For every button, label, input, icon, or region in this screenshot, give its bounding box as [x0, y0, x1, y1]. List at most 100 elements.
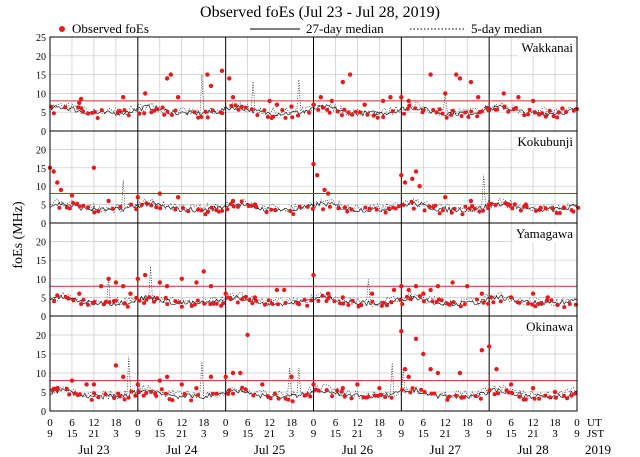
observed-point: [165, 302, 170, 307]
observed-point: [262, 108, 267, 113]
observed-point: [527, 107, 532, 112]
jst-tick-label: 3: [377, 428, 383, 440]
observed-point: [510, 391, 515, 395]
jst-label: JST: [587, 428, 604, 440]
observed-point: [64, 386, 69, 391]
observed-point: [411, 206, 416, 211]
observed-point: [487, 344, 492, 349]
observed-point: [266, 298, 271, 303]
observed-point: [410, 176, 415, 181]
observed-point: [475, 297, 479, 302]
ut-tick-label: 18: [286, 417, 298, 429]
station-name: Okinawa: [526, 319, 573, 334]
observed-point: [273, 207, 278, 212]
observed-point: [76, 105, 81, 110]
ut-tick-label: 12: [176, 417, 187, 429]
observed-point: [55, 386, 60, 391]
observed-point: [443, 195, 448, 200]
observed-point: [468, 198, 474, 204]
observed-point: [432, 391, 437, 396]
observed-point: [297, 204, 302, 209]
observed-point: [203, 212, 208, 217]
observed-point: [81, 297, 86, 302]
observed-point: [92, 391, 96, 396]
observed-point: [208, 302, 213, 307]
observed-point: [164, 284, 170, 289]
observed-point: [454, 393, 459, 398]
observed-point: [447, 394, 452, 399]
observed-point: [267, 98, 272, 104]
observed-point: [429, 391, 434, 396]
observed-point: [357, 110, 362, 115]
observed-point: [196, 393, 201, 397]
ut-tick-label: 6: [333, 417, 339, 429]
observed-point: [199, 115, 204, 119]
observed-point: [149, 389, 154, 394]
y-tick-label: 15: [36, 350, 46, 361]
station-name-bg: [514, 133, 577, 150]
observed-point: [379, 303, 384, 308]
observed-point: [239, 104, 244, 109]
observed-point: [77, 291, 82, 296]
observed-point: [121, 284, 126, 289]
observed-point: [322, 187, 327, 193]
observed-point: [96, 395, 101, 400]
observed-point: [342, 107, 347, 112]
observed-point: [492, 392, 497, 397]
observed-point: [240, 297, 245, 302]
observed-point: [562, 205, 566, 210]
observed-point: [147, 295, 152, 300]
observed-point: [410, 386, 415, 391]
observed-point: [149, 203, 154, 208]
observed-point: [103, 299, 108, 304]
jst-tick-label: 21: [352, 428, 363, 440]
legend-label-5day: 5-day median: [471, 21, 543, 36]
ut-tick-label: 0: [486, 417, 492, 429]
observed-point: [543, 393, 548, 398]
observed-point: [450, 108, 455, 113]
observed-point: [496, 391, 501, 396]
observed-point: [338, 301, 342, 306]
observed-point: [221, 301, 226, 306]
observed-point: [210, 391, 215, 396]
observed-point: [339, 389, 344, 394]
y-tick-label: 10: [36, 275, 46, 286]
observed-point: [142, 301, 147, 305]
observed-point: [539, 301, 544, 306]
observed-point: [283, 115, 288, 120]
observed-point: [421, 108, 426, 113]
observed-point: [78, 96, 84, 102]
observed-point: [340, 295, 345, 300]
day-label: Jul 28: [517, 442, 548, 457]
y-tick-label: 20: [36, 52, 46, 63]
observed-point: [413, 169, 419, 174]
observed-point: [386, 206, 391, 211]
observed-point: [205, 209, 210, 214]
panel-frame: [49, 315, 578, 412]
observed-point: [134, 207, 139, 212]
observed-point: [439, 298, 444, 303]
ut-tick-label: 18: [110, 417, 122, 429]
observed-point: [288, 209, 293, 214]
observed-point: [69, 378, 75, 383]
observed-point: [262, 302, 267, 307]
observed-point: [462, 395, 466, 400]
observed-point: [553, 395, 558, 400]
observed-point: [113, 363, 119, 368]
observed-point: [186, 209, 191, 214]
observed-point: [556, 110, 561, 115]
observed-point: [437, 107, 442, 112]
day-label: Jul 24: [166, 442, 198, 457]
jst-tick-label: 21: [528, 428, 539, 440]
observed-point: [347, 72, 353, 77]
observed-point: [173, 299, 178, 304]
observed-point: [164, 374, 170, 379]
observed-point: [236, 107, 241, 112]
observed-point: [422, 208, 427, 213]
observed-point: [501, 91, 506, 96]
observed-point: [502, 104, 507, 109]
observed-point: [434, 110, 439, 115]
observed-point: [365, 112, 370, 117]
observed-point: [247, 298, 252, 303]
observed-point: [355, 382, 360, 387]
